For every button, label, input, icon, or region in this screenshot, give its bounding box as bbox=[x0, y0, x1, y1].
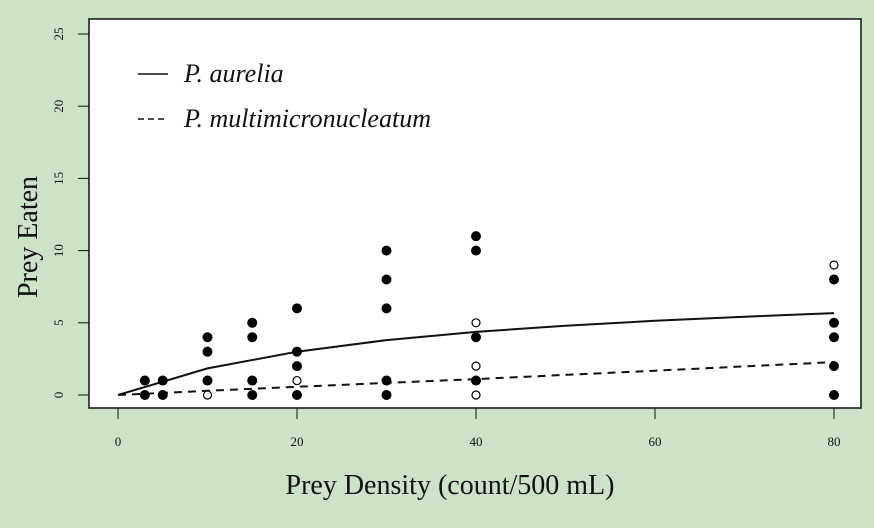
data-point-aurelia bbox=[829, 390, 839, 400]
y-axis-title: Prey Eaten bbox=[13, 176, 44, 298]
legend: P. aurelia P. multimicronucleatum bbox=[138, 59, 431, 133]
legend-label-aurelia: P. aurelia bbox=[183, 59, 284, 88]
data-point-multimicronucleatum bbox=[202, 390, 213, 400]
data-point-multimicronucleatum bbox=[829, 260, 839, 270]
legend-label-multimicronucleatum: P. multimicronucleatum bbox=[183, 104, 431, 133]
x-axis: 0 20 40 60 80 bbox=[115, 407, 841, 449]
x-tick-label: 40 bbox=[470, 434, 483, 449]
data-point-aurelia bbox=[471, 375, 481, 386]
data-point-aurelia bbox=[292, 390, 302, 400]
data-point-aurelia bbox=[247, 332, 258, 343]
data-point-aurelia bbox=[202, 375, 213, 386]
data-point-aurelia bbox=[381, 303, 392, 314]
data-point-aurelia bbox=[829, 361, 839, 372]
data-point-aurelia bbox=[139, 390, 150, 400]
data-point-aurelia bbox=[247, 317, 258, 328]
x-tick-label: 20 bbox=[291, 434, 304, 449]
plot-area bbox=[88, 18, 862, 409]
data-point-aurelia bbox=[381, 245, 392, 256]
data-point-aurelia bbox=[381, 274, 392, 285]
x-tick-label: 0 bbox=[115, 434, 122, 449]
x-tick-label: 60 bbox=[649, 434, 662, 449]
data-point-aurelia bbox=[292, 303, 302, 314]
data-point-aurelia bbox=[829, 317, 839, 328]
y-tick-label: 25 bbox=[51, 28, 66, 41]
data-point-aurelia bbox=[247, 390, 258, 400]
data-point-aurelia bbox=[292, 346, 302, 357]
y-axis: 0 5 10 15 20 25 bbox=[51, 28, 90, 399]
data-point-aurelia bbox=[247, 375, 258, 386]
data-point-aurelia bbox=[471, 332, 481, 343]
x-tick-label: 80 bbox=[828, 434, 841, 449]
data-point-aurelia bbox=[202, 346, 213, 357]
data-point-aurelia bbox=[829, 274, 839, 285]
y-tick-label: 15 bbox=[51, 172, 66, 185]
data-point-multimicronucleatum bbox=[471, 361, 481, 371]
data-point-aurelia bbox=[471, 245, 481, 256]
data-point-aurelia bbox=[202, 332, 213, 343]
data-point-aurelia bbox=[471, 231, 481, 242]
data-point-aurelia bbox=[292, 361, 302, 372]
data-point-aurelia bbox=[381, 375, 392, 386]
data-point-multimicronucleatum bbox=[471, 318, 481, 328]
x-axis-title: Prey Density (count/500 mL) bbox=[286, 470, 615, 501]
fit-curve-multimicronucleatum bbox=[117, 361, 835, 396]
data-point-multimicronucleatum bbox=[471, 390, 481, 400]
data-point-multimicronucleatum bbox=[292, 375, 302, 386]
fit-curve-aurelia bbox=[117, 312, 835, 396]
y-tick-label: 5 bbox=[51, 320, 66, 327]
y-tick-label: 10 bbox=[51, 244, 66, 257]
data-point-aurelia bbox=[829, 332, 839, 343]
data-point-aurelia bbox=[157, 375, 168, 386]
data-point-aurelia bbox=[381, 390, 392, 400]
y-tick-label: 0 bbox=[51, 392, 66, 399]
data-point-aurelia bbox=[157, 390, 168, 400]
data-point-aurelia bbox=[139, 375, 150, 386]
y-tick-label: 20 bbox=[51, 100, 66, 113]
